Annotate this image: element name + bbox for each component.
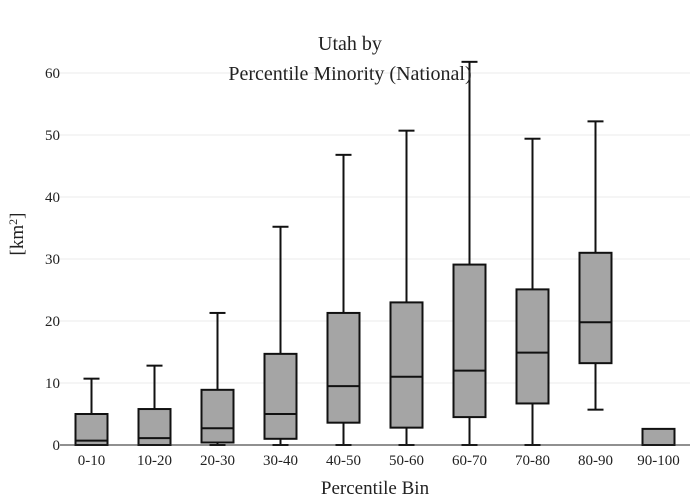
box-10-20: [137, 364, 172, 447]
y-tick-label-40: 40: [45, 190, 60, 206]
y-tick-label-10: 10: [45, 376, 60, 392]
y-axis-title-superscript: 2: [6, 219, 20, 225]
x-tick-label-20-30: 20-30: [200, 453, 235, 469]
x-tick-label-50-60: 50-60: [389, 453, 424, 469]
x-tick-label-90-100: 90-100: [637, 453, 680, 469]
x-tick-label-80-90: 80-90: [578, 453, 613, 469]
y-tick-labels: 0 10 20 30 40 50 60: [45, 66, 60, 454]
iqr-box-10-20: [137, 408, 172, 447]
x-tick-label-0-10: 0-10: [78, 453, 106, 469]
y-tick-label-20: 20: [45, 314, 60, 330]
iqr-box-50-60: [389, 301, 424, 429]
y-axis-title: [km2]: [6, 213, 28, 256]
x-tick-labels: 0-10 10-20 20-30 30-40 40-50 50-60 60-70 70-80 8…: [78, 453, 680, 469]
iqr-box-70-80: [515, 288, 550, 405]
x-tick-label-30-40: 30-40: [263, 453, 298, 469]
x-tick-label-70-80: 70-80: [515, 453, 550, 469]
y-axis-title-main: [km: [7, 225, 28, 256]
y-tick-label-60: 60: [45, 66, 60, 82]
box-90-100: [641, 427, 676, 447]
box-series: [74, 60, 676, 447]
y-tick-label-0: 0: [53, 438, 61, 454]
y-tick-label-30: 30: [45, 252, 60, 268]
box-40-50: [326, 153, 361, 446]
x-tick-label-60-70: 60-70: [452, 453, 487, 469]
box-80-90: [578, 120, 613, 411]
box-20-30: [200, 311, 235, 446]
y-tick-label-50: 50: [45, 128, 60, 144]
x-axis-title: Percentile Bin: [321, 478, 430, 499]
box-70-80: [515, 137, 550, 446]
iqr-box-60-70: [452, 263, 487, 419]
chart-title-line-2: Percentile Minority (National): [228, 63, 471, 85]
box-50-60: [389, 129, 424, 446]
y-axis-title-close: ]: [7, 213, 28, 219]
chart-title-line-1: Utah by: [318, 33, 382, 55]
iqr-box-80-90: [578, 251, 613, 365]
gridlines: [60, 72, 690, 384]
box-0-10: [74, 377, 109, 446]
x-tick-label-10-20: 10-20: [137, 453, 172, 469]
box-30-40: [263, 225, 298, 446]
iqr-box-40-50: [326, 311, 361, 424]
iqr-box-20-30: [200, 388, 235, 444]
x-tick-label-40-50: 40-50: [326, 453, 361, 469]
iqr-box-90-100: [641, 427, 676, 447]
iqr-box-30-40: [263, 352, 298, 440]
box-60-70: [452, 60, 487, 446]
